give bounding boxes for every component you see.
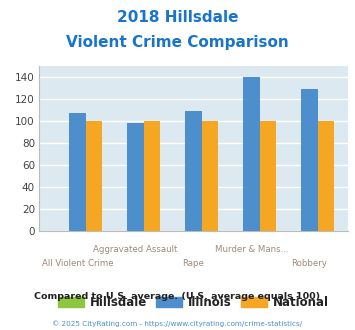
Bar	[301, 89, 318, 231]
Text: Robbery: Robbery	[291, 259, 327, 268]
Bar	[185, 111, 202, 231]
Legend: Hillsdale, Illinois, National: Hillsdale, Illinois, National	[53, 291, 334, 314]
Bar	[143, 121, 160, 231]
Bar	[202, 121, 218, 231]
Bar	[127, 123, 143, 231]
Bar	[244, 77, 260, 231]
Text: Murder & Mans...: Murder & Mans...	[215, 245, 288, 254]
Text: Aggravated Assault: Aggravated Assault	[93, 245, 178, 254]
Text: © 2025 CityRating.com - https://www.cityrating.com/crime-statistics/: © 2025 CityRating.com - https://www.city…	[53, 320, 302, 327]
Bar	[318, 121, 334, 231]
Bar	[69, 113, 86, 231]
Bar	[260, 121, 276, 231]
Text: 2018 Hillsdale: 2018 Hillsdale	[117, 10, 238, 25]
Text: All Violent Crime: All Violent Crime	[42, 259, 113, 268]
Text: Compared to U.S. average. (U.S. average equals 100): Compared to U.S. average. (U.S. average …	[34, 292, 321, 301]
Bar	[86, 121, 102, 231]
Text: Violent Crime Comparison: Violent Crime Comparison	[66, 35, 289, 50]
Text: Rape: Rape	[182, 259, 204, 268]
